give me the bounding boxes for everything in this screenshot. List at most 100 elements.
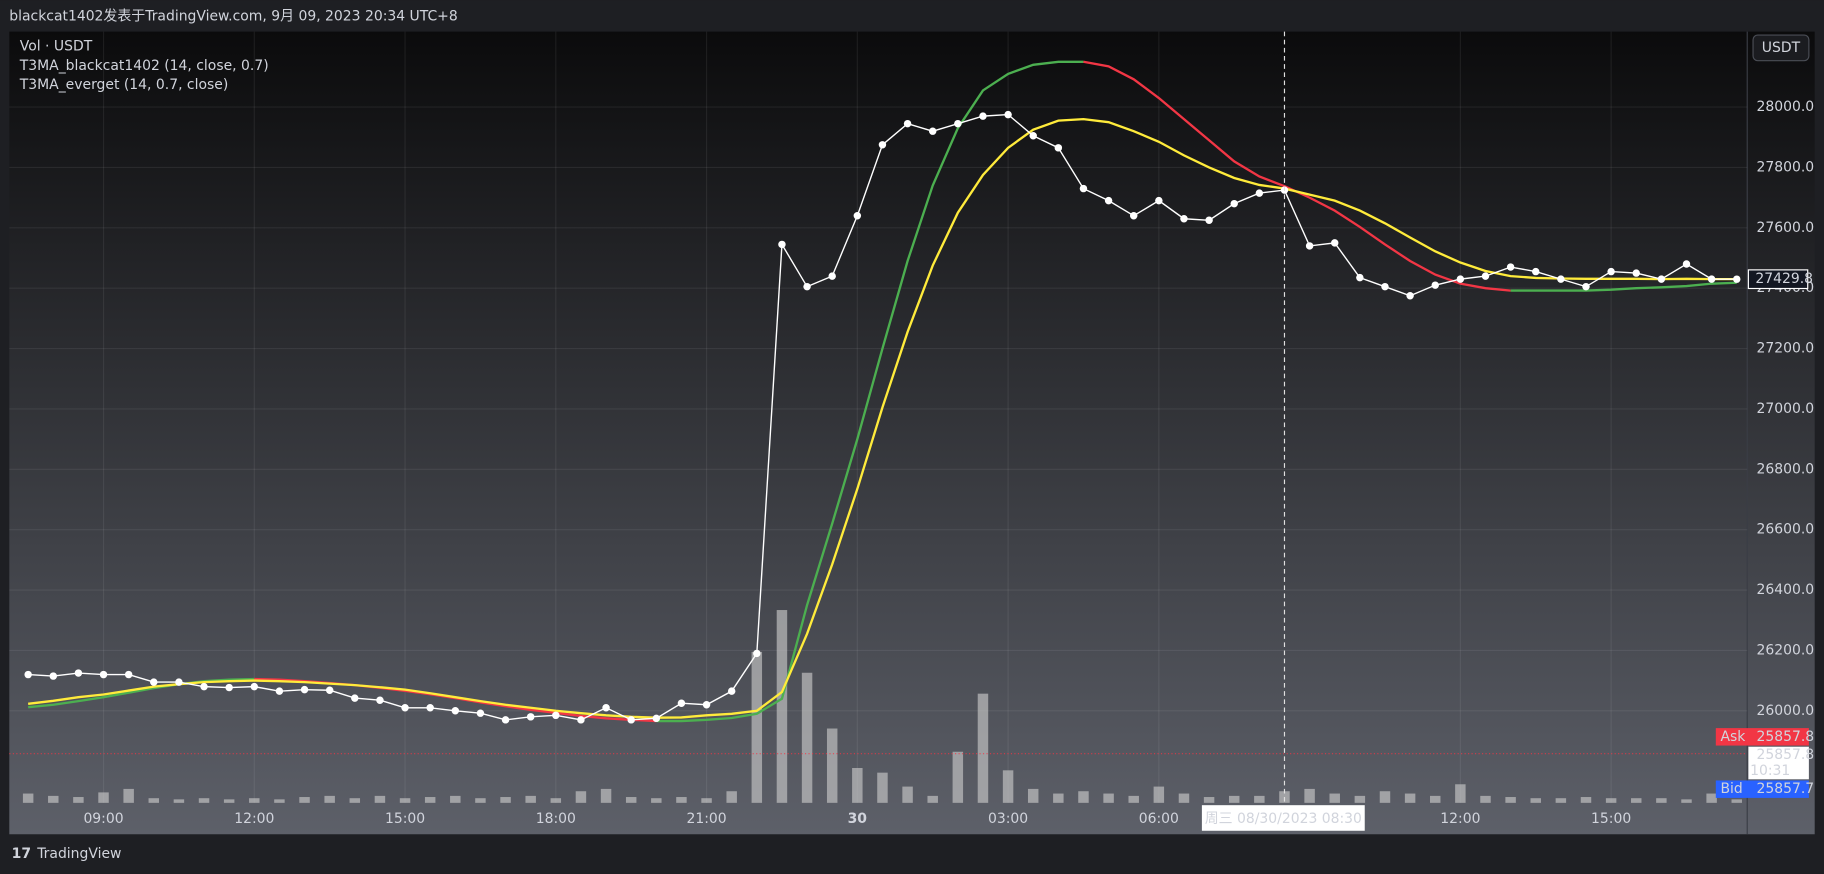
volume-bar: [22, 793, 34, 803]
price-marker: [175, 678, 183, 686]
ma-line: [28, 677, 255, 709]
price-marker: [1381, 282, 1389, 291]
price-marker: [1079, 184, 1088, 193]
volume-bar: [1103, 793, 1114, 803]
price-marker: [778, 240, 786, 249]
volume-bar: [1404, 793, 1416, 803]
volume-bar: [1580, 797, 1592, 803]
y-tick-label: 26400.0: [1757, 582, 1815, 598]
volume-bar: [1078, 791, 1089, 803]
price-marker: [501, 716, 510, 724]
volume-bar: [1631, 798, 1642, 803]
volume-bar: [776, 610, 788, 803]
price-marker: [1632, 269, 1640, 277]
volume-bar: [148, 798, 160, 803]
price-marker: [74, 669, 83, 677]
volume-bar: [1681, 799, 1692, 803]
volume-bar: [249, 798, 260, 803]
price-marker: [627, 716, 635, 724]
price-marker: [99, 670, 108, 679]
y-tick-label: 27200.0: [1757, 341, 1815, 357]
volume-bar: [902, 786, 913, 803]
price-marker: [903, 119, 912, 128]
volume-bar: [299, 797, 310, 803]
volume-bar: [223, 799, 235, 803]
last-box: [1748, 746, 1809, 780]
volume-bar: [1002, 770, 1014, 803]
volume-bar: [550, 798, 562, 803]
y-tick-label: 27000.0: [1757, 401, 1815, 417]
price-marker: [1607, 267, 1615, 276]
price-marker: [828, 272, 836, 280]
price-marker: [1305, 242, 1314, 250]
bid-label-bg: [1715, 780, 1809, 798]
currency-button[interactable]: [1752, 34, 1810, 62]
ma-line: [656, 60, 1084, 723]
y-tick-label: 27600.0: [1757, 220, 1815, 236]
volume-bar: [1605, 798, 1617, 803]
ask-label: Ask: [1720, 729, 1746, 745]
price-marker: [376, 696, 384, 704]
volume-bar: [1706, 793, 1717, 803]
volume-bar: [1505, 797, 1516, 803]
price-marker: [702, 701, 711, 709]
volume-bar: [1228, 795, 1240, 803]
bid-value: 25857.7: [1757, 781, 1815, 797]
y-tick-label: 26200.0: [1757, 642, 1815, 658]
volume-bar: [651, 798, 662, 803]
volume-bar: [1656, 798, 1667, 803]
volume-bar: [399, 798, 411, 803]
price-marker: [351, 694, 359, 702]
volume-bar: [475, 798, 486, 803]
price-marker: [476, 709, 485, 717]
volume-bar: [1480, 795, 1491, 803]
volume-bar: [500, 797, 511, 803]
countdown: 10:31: [1750, 763, 1790, 779]
ask-value: 25857.8: [1757, 729, 1815, 745]
price-marker: [150, 678, 158, 686]
price-marker: [1129, 212, 1138, 220]
price-marker: [1029, 132, 1037, 140]
price-marker: [577, 716, 585, 724]
volume-bar: [1153, 786, 1165, 803]
volume-bar: [726, 791, 737, 803]
volume-bar: [123, 788, 134, 803]
price-marker: [225, 683, 233, 692]
volume-bar: [198, 798, 210, 803]
price-marker: [426, 704, 434, 712]
volume-bar: [1530, 798, 1541, 803]
price-marker: [652, 714, 661, 723]
price-marker: [1205, 216, 1213, 224]
volume-bar: [826, 728, 838, 803]
ma-line: [1510, 281, 1737, 292]
price-marker: [1506, 263, 1515, 271]
price-marker: [1104, 196, 1113, 205]
currency-button-label[interactable]: USDT: [1762, 40, 1801, 56]
volume-bar: [1053, 793, 1064, 803]
logo-mark: 17: [12, 846, 31, 862]
volume-bar: [625, 797, 637, 803]
x-tick-label: 30: [848, 811, 868, 827]
volume-bar: [977, 693, 989, 803]
volume-bar: [927, 795, 938, 803]
volume-bar: [48, 795, 59, 803]
volume-bar: [525, 795, 536, 803]
last-price-box: [1747, 269, 1809, 290]
price-marker: [602, 704, 610, 712]
x-tick-label: 21:00: [686, 811, 726, 827]
volume-bar: [1178, 793, 1190, 803]
volume-bar: [575, 791, 587, 803]
price-marker: [552, 711, 560, 720]
bid-label: Bid: [1720, 781, 1742, 797]
price-marker: [878, 141, 887, 149]
price-marker: [853, 212, 862, 220]
volume-bar: [952, 751, 964, 803]
volume-bar: [1203, 797, 1215, 803]
x-tick-label: 06:00: [1139, 811, 1179, 827]
volume-bar: [1455, 784, 1466, 803]
price-marker: [727, 687, 736, 695]
volume-bar: [1379, 791, 1391, 803]
legend-entry: T3MA_blackcat1402 (14, close, 0.7): [19, 58, 269, 74]
